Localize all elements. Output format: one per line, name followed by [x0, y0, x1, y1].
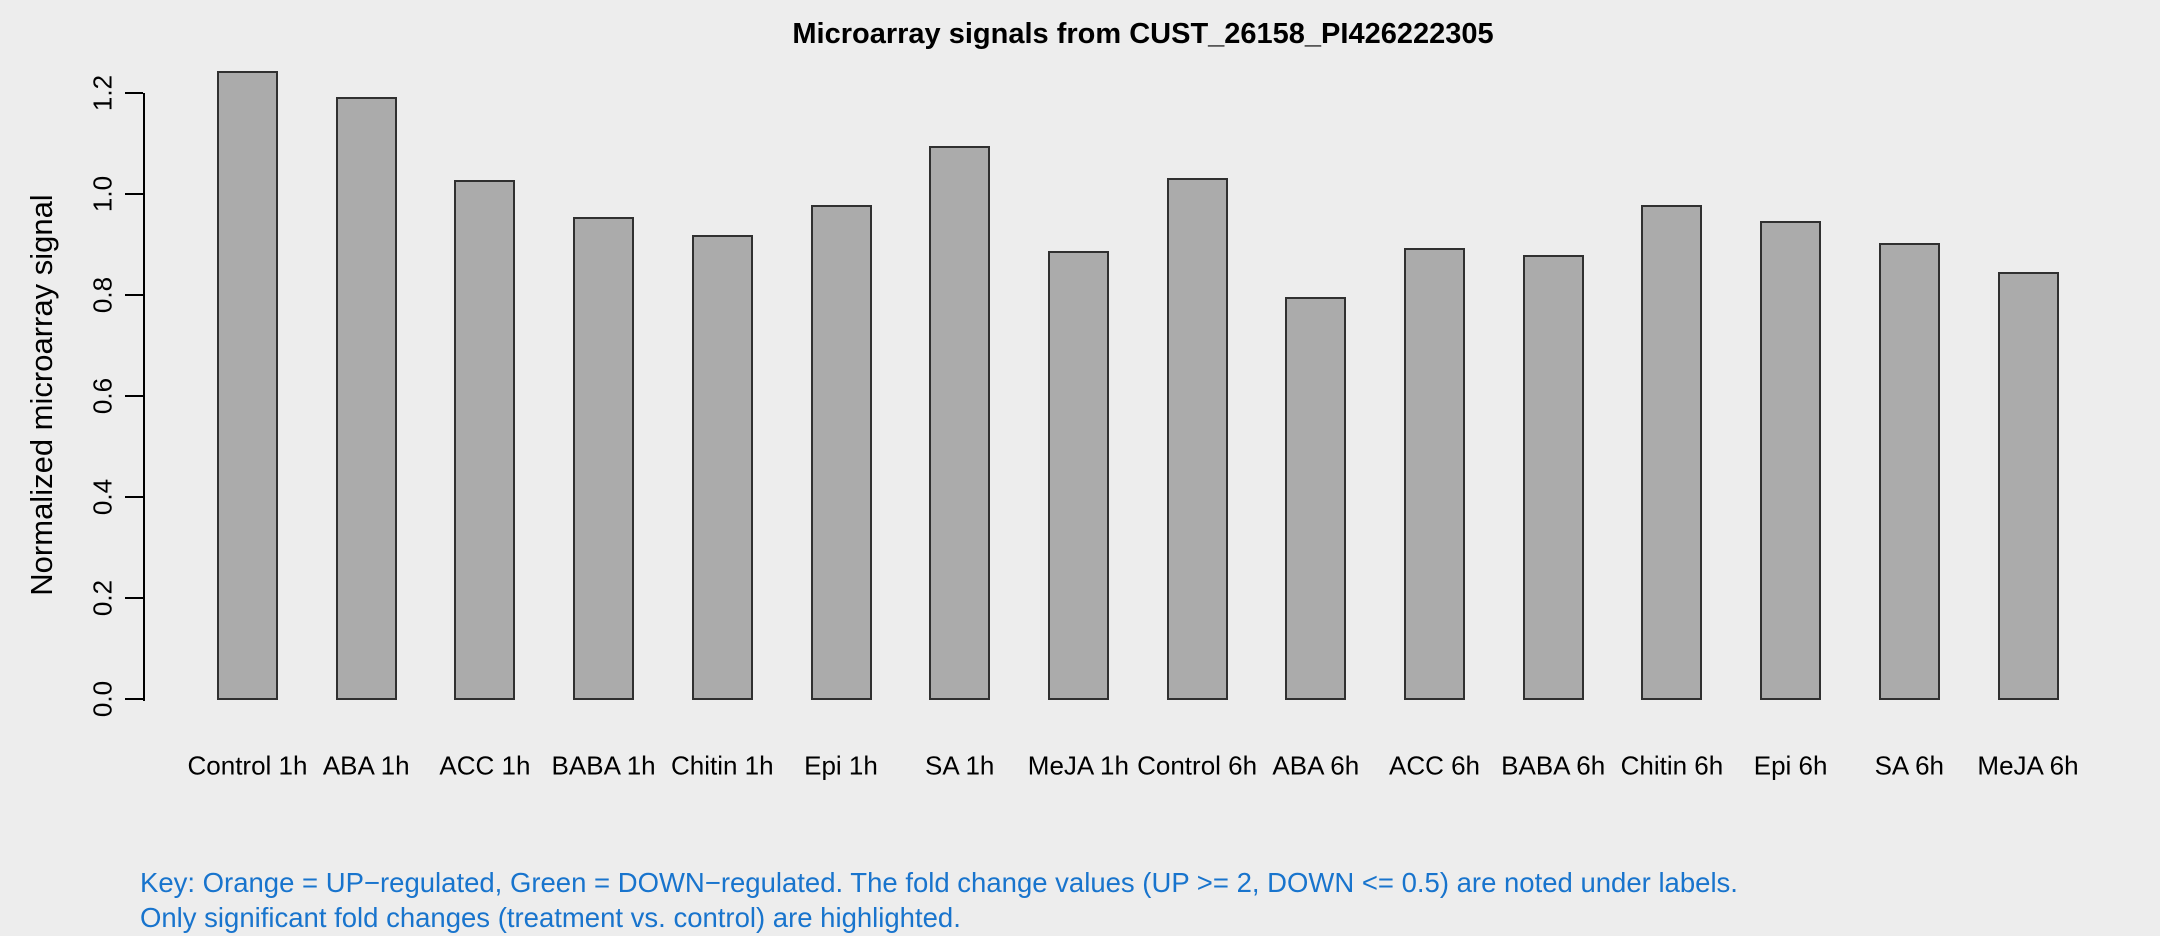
- bar-aba-1h: [335, 96, 397, 701]
- x-tick-label: MeJA 6h: [1977, 750, 2079, 781]
- y-axis-label: Normalized microarray signal: [24, 194, 59, 596]
- y-tick-mark: [125, 496, 143, 499]
- bar-sa-1h: [929, 146, 991, 701]
- y-tick-label: 1.0: [87, 175, 118, 212]
- bar-chitin-1h: [691, 235, 753, 701]
- bar-meja-6h: [1997, 271, 2059, 701]
- y-tick-label: 0.8: [87, 276, 118, 313]
- x-tick-label: ABA 6h: [1272, 750, 1360, 781]
- x-tick-label: MeJA 1h: [1027, 750, 1129, 781]
- y-tick-mark: [125, 293, 143, 296]
- x-tick-label: SA 6h: [1874, 750, 1944, 781]
- y-tick-mark: [125, 597, 143, 600]
- y-tick-label: 0.0: [87, 681, 118, 718]
- x-tick-label: Epi 1h: [804, 750, 878, 781]
- key-text-line-1: Key: Orange = UP−regulated, Green = DOWN…: [140, 867, 1738, 898]
- x-tick-label: Epi 6h: [1753, 750, 1828, 781]
- x-tick-label: Chitin 6h: [1620, 750, 1724, 781]
- x-tick-label: ACC 6h: [1388, 750, 1481, 781]
- x-tick-label: Control 6h: [1137, 750, 1258, 781]
- bar-aba-6h: [1285, 296, 1347, 701]
- x-tick-label: Chitin 1h: [670, 750, 774, 781]
- x-tick-label: ACC 1h: [439, 750, 531, 781]
- key-text-line-2: Only significant fold changes (treatment…: [140, 902, 961, 933]
- y-tick-label: 0.4: [87, 479, 118, 516]
- x-tick-label: SA 1h: [924, 750, 995, 781]
- y-tick-label: 1.2: [87, 74, 118, 111]
- x-tick-label: BABA 1h: [551, 750, 656, 781]
- y-tick-mark: [125, 698, 143, 701]
- y-tick-label: 0.6: [87, 377, 118, 415]
- y-tick-mark: [125, 192, 143, 195]
- chart-title: Microarray signals from CUST_26158_PI426…: [792, 18, 1494, 50]
- bar-control-1h: [217, 70, 278, 701]
- y-tick-mark: [125, 91, 143, 94]
- bar-meja-1h: [1047, 251, 1109, 701]
- bar-epi-1h: [810, 204, 872, 701]
- bar-control-6h: [1166, 177, 1228, 701]
- x-tick-label: Control 1h: [187, 750, 308, 781]
- bar-epi-6h: [1760, 221, 1822, 701]
- y-tick-mark: [125, 395, 143, 397]
- bar-acc-1h: [454, 179, 516, 701]
- y-axis-line: [143, 92, 145, 702]
- x-tick-label: ABA 1h: [322, 750, 410, 781]
- bar-chitin-6h: [1641, 205, 1703, 701]
- bar-sa-6h: [1878, 242, 1940, 701]
- x-tick-label: BABA 6h: [1501, 750, 1606, 781]
- bar-baba-6h: [1522, 255, 1584, 701]
- y-tick-label: 0.2: [87, 580, 118, 617]
- bar-baba-1h: [573, 217, 635, 701]
- bar-acc-6h: [1404, 247, 1465, 701]
